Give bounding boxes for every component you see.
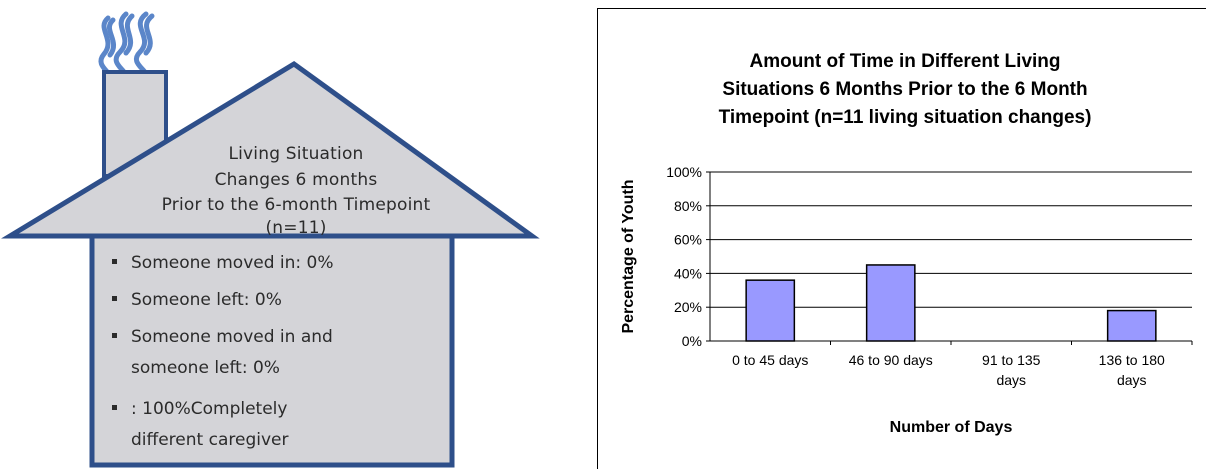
x-tick-label: days <box>996 372 1026 388</box>
house-title-line: Changes 6 months <box>214 170 378 190</box>
list-item: Someone left: 0% <box>112 286 282 315</box>
x-tick-label: 136 to 180 <box>1099 352 1165 368</box>
y-tick-label: 20% <box>674 299 702 315</box>
house-graphic <box>1 11 540 468</box>
house-title-line: Living Situation <box>228 144 364 164</box>
bullet-icon <box>112 332 117 338</box>
list-item-text: Someone moved in: 0% <box>131 253 334 273</box>
list-item-text: : 100%Completely <box>131 399 288 419</box>
y-tick-label: 80% <box>674 198 702 214</box>
list-item-text: Someone left: 0% <box>131 290 282 310</box>
chart-title-line: Timepoint (n=11 living situation changes… <box>718 107 1092 128</box>
bar <box>1106 309 1157 342</box>
x-tick-label: 46 to 90 days <box>849 352 933 368</box>
bullet-icon <box>112 295 117 301</box>
y-axis-title: Percentage of Youth <box>620 179 637 333</box>
list-item-continuation: someone left: 0% <box>131 358 280 378</box>
bar <box>745 279 796 342</box>
bullet-icon <box>112 404 117 410</box>
x-tick-label: days <box>1117 372 1147 388</box>
list-item-continuation: different caregiver <box>131 430 289 450</box>
chart-frame <box>597 8 1206 469</box>
bullet-icon <box>112 258 117 264</box>
y-tick-label: 0% <box>682 333 702 349</box>
house-body <box>89 225 455 468</box>
list-item-text: Someone moved in and <box>131 327 333 347</box>
house-title-line: (n=11) <box>265 218 327 238</box>
house-title-line: Prior to the 6-month Timepoint <box>161 195 431 215</box>
y-tick-label: 100% <box>666 164 702 180</box>
y-tick-label: 40% <box>674 265 702 281</box>
x-axis-title: Number of Days <box>890 419 1013 436</box>
chart-title-line: Amount of Time in Different Living <box>749 51 1061 72</box>
house-roof <box>1 61 540 239</box>
x-tick-label: 91 to 135 <box>982 352 1041 368</box>
x-tick-label: 0 to 45 days <box>732 352 808 368</box>
list-item: : 100%Completely <box>112 395 287 424</box>
chart-title-line: Situations 6 Months Prior to the 6 Month <box>722 79 1088 100</box>
list-item: Someone moved in and <box>112 323 333 352</box>
list-item: Someone moved in: 0% <box>112 249 334 278</box>
bar <box>865 264 916 342</box>
y-tick-label: 60% <box>674 232 702 248</box>
